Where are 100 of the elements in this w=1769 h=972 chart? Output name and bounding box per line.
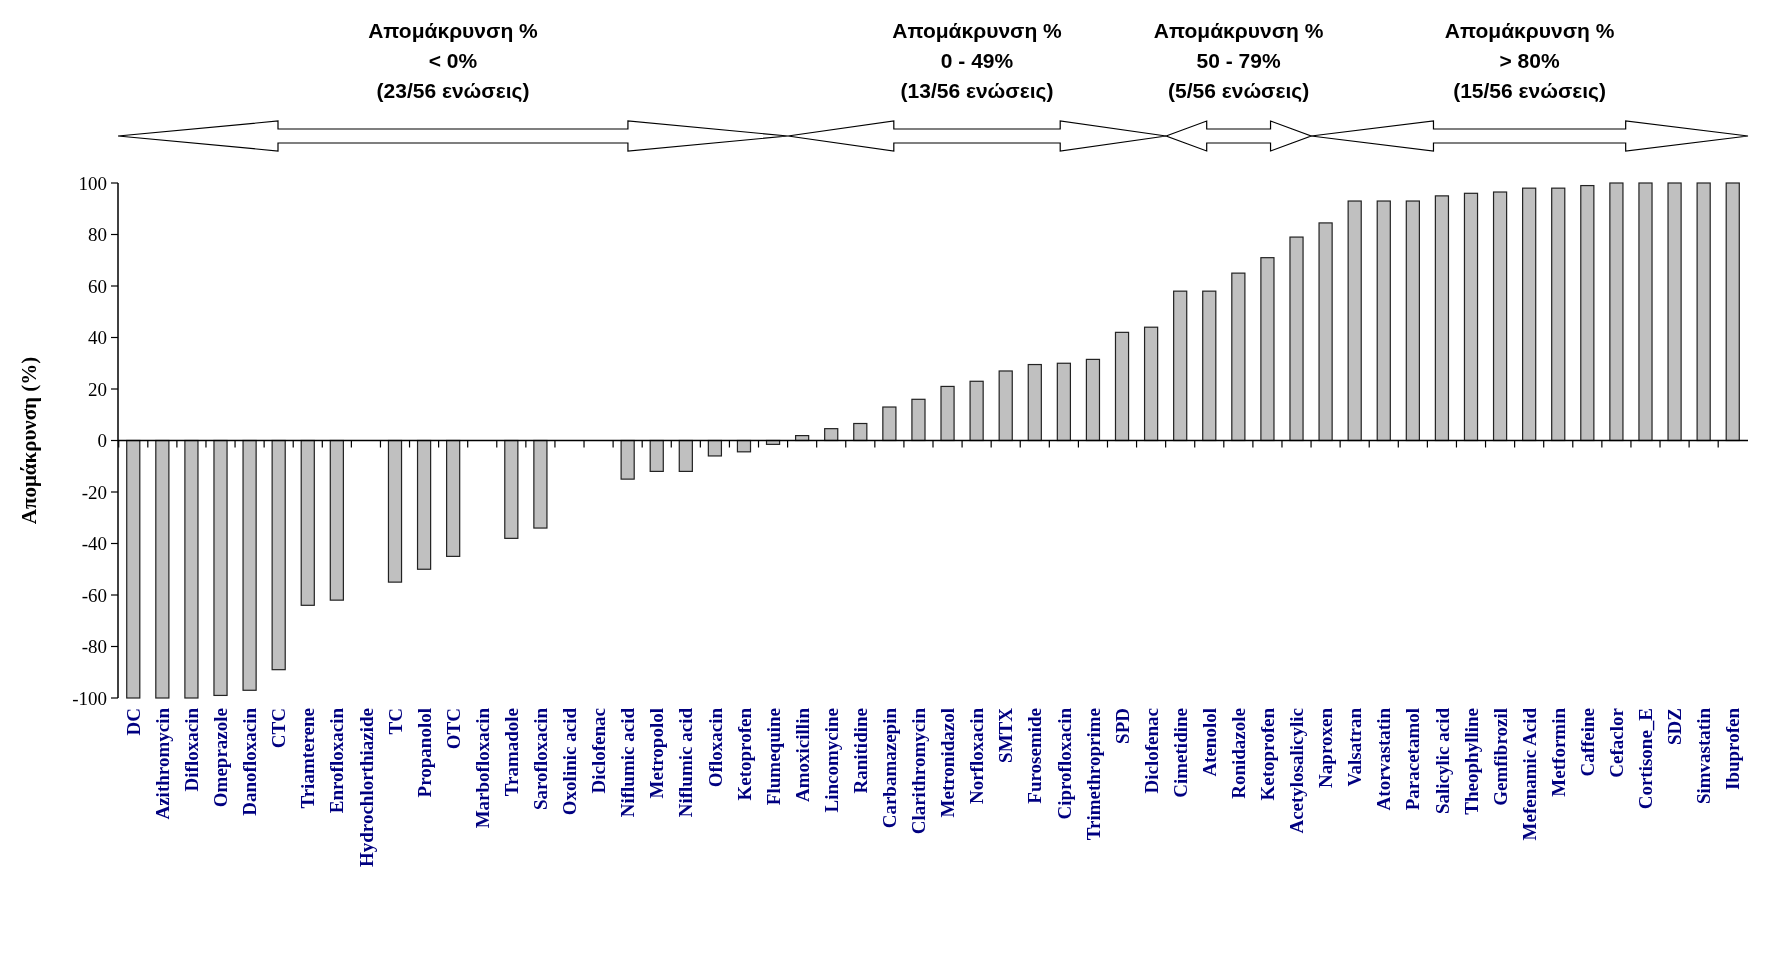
x-tick-label: Niflumic acid	[617, 707, 639, 818]
x-tick-label: Diclofenac	[1140, 708, 1162, 794]
bar	[649, 439, 664, 472]
bar	[911, 398, 926, 442]
bar	[1492, 191, 1508, 442]
x-tick-label: Metronidazol	[937, 708, 959, 818]
bar	[1376, 200, 1391, 442]
x-tick-label: Lincomycine	[820, 708, 842, 813]
x-tick-label: Flumequine	[762, 708, 784, 806]
bar	[882, 406, 897, 442]
bar	[1725, 182, 1740, 442]
bar	[1260, 257, 1275, 442]
x-tick-label: Atenolol	[1198, 708, 1220, 777]
bar	[1289, 236, 1304, 442]
bar	[271, 439, 286, 671]
bar	[707, 439, 723, 457]
x-tick-label: Ketoprofen	[733, 707, 755, 801]
y-tick-label: 80	[88, 224, 107, 246]
bar	[1347, 200, 1362, 442]
x-tick-label: Hydrochlorthiazide	[355, 708, 377, 868]
x-tick-label: Theophylline	[1460, 708, 1482, 815]
x-tick-label: SPD	[1111, 708, 1133, 744]
bar	[1609, 182, 1624, 442]
bar	[1114, 331, 1130, 442]
bar	[242, 439, 257, 691]
bar	[387, 439, 403, 583]
bar	[329, 439, 344, 601]
bar	[998, 370, 1013, 442]
bar	[1143, 326, 1159, 442]
x-tick-label: SDZ	[1664, 708, 1686, 745]
y-tick-label: 100	[78, 172, 107, 194]
y-tick-label: -80	[81, 636, 107, 658]
bar	[940, 385, 955, 442]
bar	[1405, 200, 1420, 442]
bar	[416, 439, 432, 570]
y-tick-label: 60	[88, 275, 107, 297]
x-tick-label: Mefenamic Acid	[1518, 707, 1540, 841]
bar	[1056, 362, 1072, 442]
bar	[1638, 182, 1653, 442]
x-tick-label: Triamterene	[297, 708, 319, 809]
x-tick-label: Clarithromycin	[908, 707, 930, 835]
bar	[1522, 187, 1537, 442]
bar	[126, 439, 141, 699]
bar	[1318, 222, 1333, 442]
bar	[1173, 290, 1188, 442]
bar	[446, 439, 461, 557]
bar	[184, 439, 199, 699]
bar	[824, 428, 839, 442]
x-tick-label: Carbamazepin	[879, 707, 901, 829]
y-tick-label: 40	[88, 327, 107, 349]
x-tick-label: Acetylosalicylic	[1286, 708, 1308, 834]
y-tick-label: -60	[81, 584, 107, 606]
x-tick-label: Difloxacin	[181, 707, 203, 792]
bar	[1202, 290, 1217, 442]
bar	[1434, 195, 1450, 442]
x-tick-label: Danofloxacin	[239, 707, 261, 816]
bar	[1580, 184, 1595, 442]
x-tick-label: Niflumic acid	[675, 707, 697, 818]
x-tick-label: Ibuprofen	[1722, 707, 1744, 791]
x-tick-label: Metropolol	[646, 708, 668, 799]
text: Απομάκρυνση % > 80% (15/56 ενώσεις)	[1444, 19, 1615, 103]
x-tick-label: Paracetamol	[1402, 708, 1424, 811]
x-tick-label: Furosemide	[1024, 708, 1046, 804]
bar	[1027, 363, 1042, 442]
bar	[1085, 358, 1101, 442]
bar	[1231, 272, 1246, 442]
bar	[1696, 182, 1711, 442]
x-tick-label: Naproxen	[1315, 707, 1337, 788]
x-tick-label: Metformin	[1547, 707, 1569, 797]
text: Απομάκρυνση % 50 - 79% (5/56 ενώσεις)	[1153, 19, 1324, 103]
x-tick-label: Ranitidine	[849, 708, 871, 794]
bar	[1551, 187, 1566, 442]
x-tick-label: CTC	[268, 708, 290, 749]
y-tick-label: 20	[88, 378, 107, 400]
x-tick-label: Valsatran	[1344, 707, 1366, 787]
bar	[504, 439, 519, 539]
x-tick-label: Sarofloxacin	[530, 707, 552, 811]
x-tick-label: Norfloxacin	[966, 707, 988, 805]
text: Απομάκρυνση % 0 - 49% (13/56 ενώσεις)	[892, 19, 1063, 103]
x-tick-label: Propanolol	[413, 708, 435, 798]
bar	[300, 439, 315, 606]
x-tick-label: DC	[122, 708, 144, 736]
x-tick-label: Trimethroprime	[1082, 708, 1104, 841]
x-tick-label: Simvastatin	[1693, 707, 1715, 805]
x-tick-label: Amoxicillin	[791, 707, 813, 802]
y-axis-title: Απομάκρυνση (%)	[17, 356, 41, 525]
x-tick-label: Salicylic acid	[1431, 707, 1453, 815]
bar	[620, 439, 635, 480]
x-tick-label: Ciprofloxacin	[1053, 707, 1075, 820]
x-tick-label: Omeprazole	[210, 708, 232, 808]
x-tick-label: Cimetidine	[1169, 708, 1191, 798]
bar	[1463, 192, 1479, 442]
x-tick-label: Ketoprofen	[1257, 707, 1279, 801]
x-tick-label: Tramadole	[500, 708, 522, 797]
x-tick-label: Enrofloxacin	[326, 707, 348, 814]
y-tick-label: 0	[97, 430, 107, 452]
x-tick-label: Caffeine	[1576, 708, 1598, 777]
bar	[678, 439, 693, 472]
bar	[213, 439, 228, 697]
y-tick-label: -20	[81, 481, 107, 503]
